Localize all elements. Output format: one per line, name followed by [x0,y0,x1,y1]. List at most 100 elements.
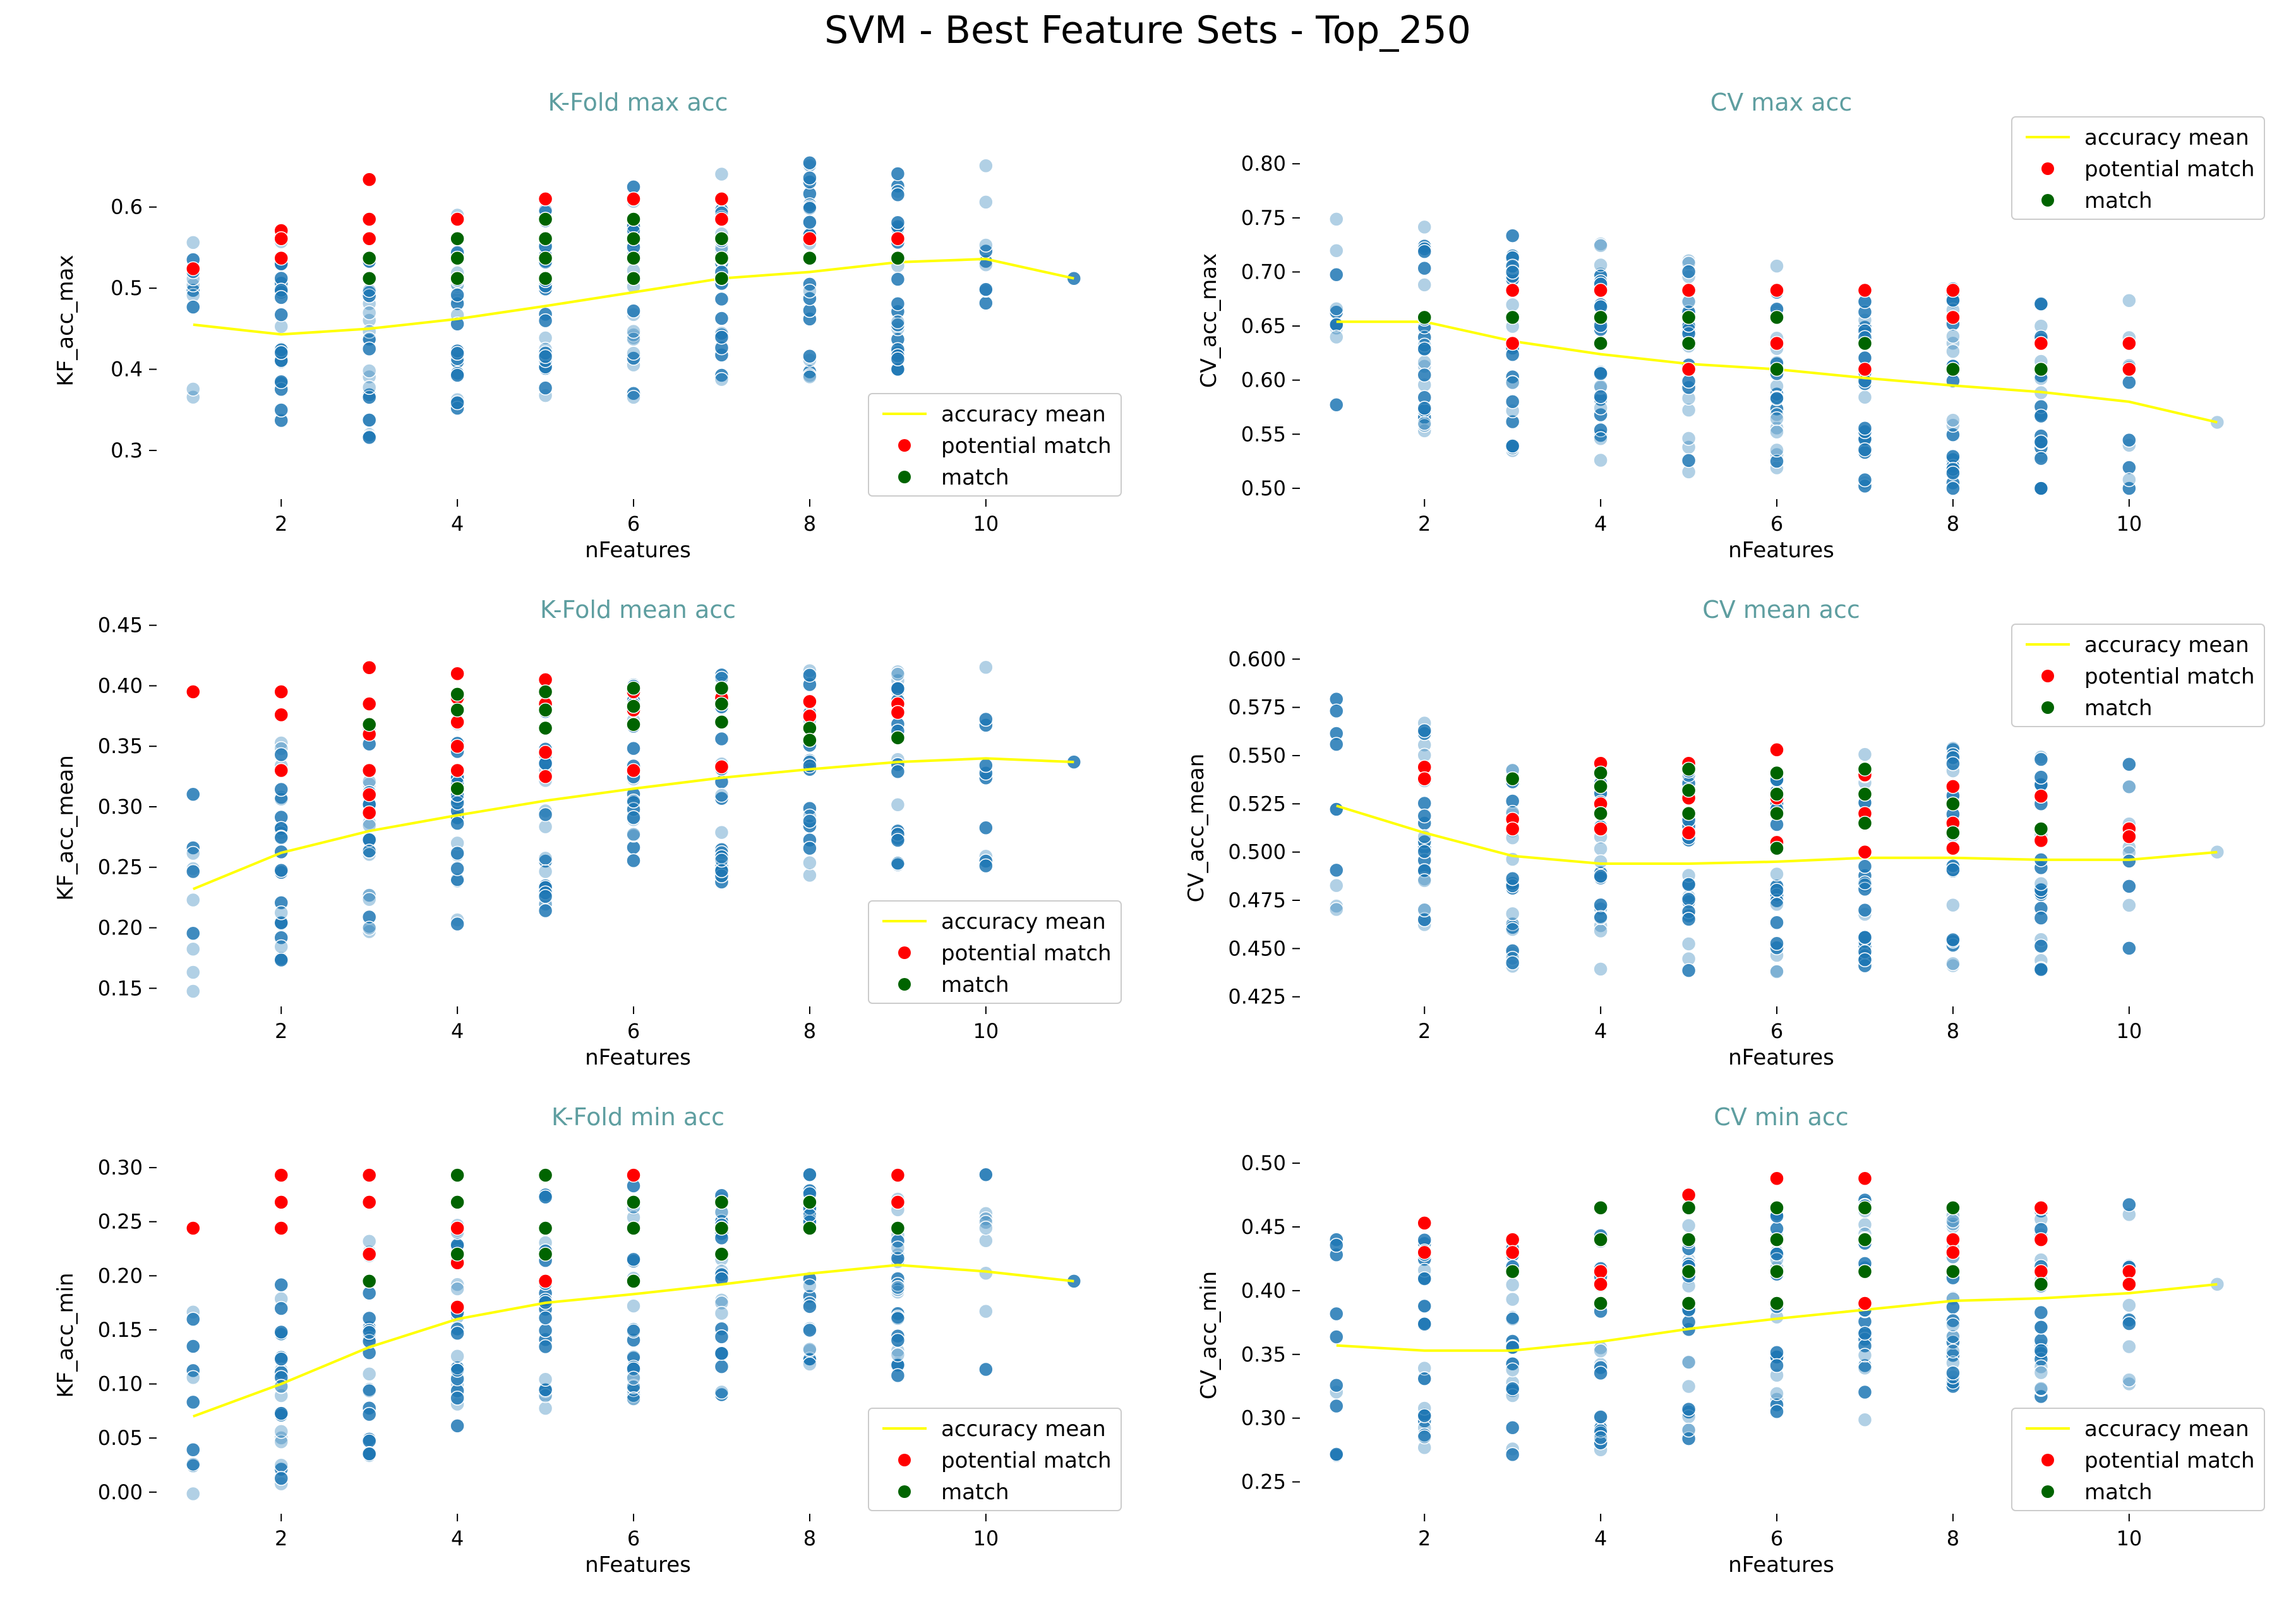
x-tick-label: 10 [973,512,999,536]
match-point [450,1247,465,1262]
x-tick-label: 8 [1947,1526,1959,1550]
feature-set-point [361,847,377,862]
feature-set-point [802,667,817,683]
feature-set-point [361,369,377,385]
match-point [714,680,730,696]
feature-set-point [714,1346,730,1361]
feature-set-point [361,1446,377,1462]
feature-set-point [538,807,553,823]
match-point [1769,310,1784,325]
potential-match-point [2122,829,2137,844]
feature-set-point [802,813,817,829]
feature-set-point [2033,1380,2049,1396]
feature-set-point [186,941,201,957]
feature-set-point [802,214,817,230]
potential-match-point [1505,1232,1520,1247]
y-tick-label: 0.450 [1228,936,1286,960]
feature-set-point [978,660,994,675]
feature-set-point [1329,212,1344,227]
feature-set-point [538,1372,553,1387]
feature-set-point [2122,293,2137,308]
feature-set-point [1769,411,1784,426]
match-point [626,680,641,696]
match-point [626,699,641,714]
potential-match-point [714,759,730,775]
legend-potential-entry: potential match [2084,664,2255,689]
y-tick-label: 0.25 [1241,1470,1286,1494]
match-point [538,270,553,286]
feature-set-point [890,187,906,203]
match-point [538,1247,553,1262]
feature-set-point [450,1418,465,1434]
match-point [2033,821,2049,836]
feature-set-point [361,843,377,859]
feature-set-point [2122,1298,2137,1313]
legend: accuracy mean potential match match [868,1408,1122,1511]
feature-set-point [273,1423,289,1439]
feature-set-point [626,303,641,318]
feature-set-point [978,1215,994,1230]
feature-set-point [802,1322,817,1338]
y-axis-label: KF_acc_max [53,255,78,386]
potential-match-point [2033,335,2049,351]
match-point [890,250,906,266]
match-point [714,696,730,711]
feature-set-point [978,1221,994,1236]
feature-set-point [2033,910,2049,926]
feature-set-point [186,235,201,250]
feature-set-point [626,346,641,361]
feature-set-point [1769,454,1784,469]
feature-set-point [714,852,730,868]
feature-set-point [1769,1358,1784,1374]
y-tick-label: 0.600 [1228,647,1286,671]
feature-set-point [1329,317,1344,332]
potential-match-point [1681,361,1697,377]
legend-mean-entry: accuracy mean [941,909,1106,934]
feature-set-point [273,1458,289,1473]
match-point [538,684,553,699]
feature-set-point [890,1347,906,1363]
feature-set-point [273,1324,289,1340]
feature-set-point [1329,1398,1344,1414]
feature-set-point [450,861,465,876]
feature-set-point [1593,431,1608,447]
feature-set-point [714,166,730,182]
feature-set-point [361,1233,377,1249]
feature-set-point [538,1401,553,1416]
match-point [626,1274,641,1289]
potential-match-point [450,666,465,682]
potential-match-point [361,1195,377,1210]
feature-set-point [2122,481,2137,496]
feature-set-point [361,888,377,903]
legend-match-entry: match [2084,188,2153,214]
x-tick-label: 2 [1418,1526,1431,1550]
feature-set-point [626,351,641,366]
feature-set-point [1945,932,1961,948]
potential-match-point [186,261,201,277]
match-series [361,680,906,797]
match-point [1593,310,1608,325]
feature-set-point [273,747,289,763]
y-tick-label: 0.75 [1241,206,1286,230]
feature-set-point [626,1391,641,1406]
feature-set-point [1857,930,1873,945]
potential-match-point [802,231,817,246]
feature-set-point [273,830,289,845]
feature-set-point [890,1311,906,1326]
feature-set-point [273,862,289,878]
x-axis-label: nFeatures [585,1552,691,1578]
feature-set-point [1417,277,1432,293]
potential-match-point [186,684,201,699]
feature-set-point [538,330,553,346]
feature-set-point [2122,375,2137,390]
potential-match-point [890,1168,906,1183]
x-tick-label: 6 [627,512,640,536]
feature-set-point [273,905,289,921]
match-point [1681,1296,1697,1311]
subplot-3: K-Fold mean acc 2 4 6 8 10 0.15 0.20 0.25 0.30 0.3… [53,596,1122,1070]
match-point [626,716,641,732]
match-series [1505,1200,2049,1311]
legend: accuracy mean potential match match [868,900,1122,1004]
match-point [1769,806,1784,821]
feature-set-point [890,272,906,287]
